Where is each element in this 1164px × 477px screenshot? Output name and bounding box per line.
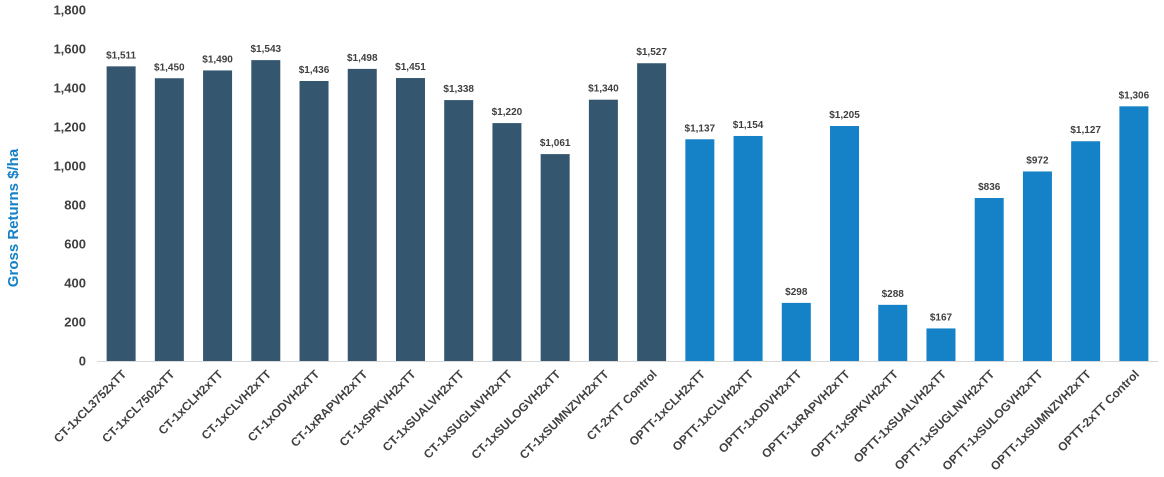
bar xyxy=(299,80,329,361)
y-tick-label: 1,800 xyxy=(53,3,86,18)
y-axis-ticks: 0 200 400 600 800 1,000 1,200 1,400 1,600 1,800 xyxy=(53,3,86,369)
data-label: $1,127 xyxy=(1070,125,1101,136)
data-label: $1,306 xyxy=(1119,90,1150,101)
bar xyxy=(637,63,667,362)
bar xyxy=(347,68,377,361)
y-tick-label: 1,600 xyxy=(53,42,86,57)
data-label: $1,436 xyxy=(299,65,330,76)
bar xyxy=(974,197,1004,361)
y-tick-label: 200 xyxy=(64,315,86,330)
bar xyxy=(395,78,425,362)
bar xyxy=(685,139,715,361)
y-tick-label: 1,200 xyxy=(53,120,86,135)
data-label: $1,527 xyxy=(636,47,667,58)
bar xyxy=(830,126,860,362)
y-tick-label: 1,000 xyxy=(53,159,86,174)
data-label: $1,338 xyxy=(443,84,474,95)
x-tick-label: OPTT-1xSUALVH2xTT xyxy=(851,367,950,466)
data-label: $836 xyxy=(978,182,1001,193)
x-axis-tick-labels: CT-1xCL3752xTTCT-1xCL7502xTTCT-1xCLH2xTT… xyxy=(51,367,1142,474)
x-tick-label: OPTT-1xCLVH2xTT xyxy=(670,367,757,454)
y-tick-label: 0 xyxy=(79,354,86,369)
x-tick-label: OPTT-1xRAPVH2xTT xyxy=(759,367,853,461)
data-label: $1,511 xyxy=(106,50,136,61)
data-label: $1,340 xyxy=(588,84,619,95)
x-tick-label: OPTT-1xSPKVH2xTT xyxy=(808,367,902,461)
x-tick-label: CT-1xSULOGVH2xTT xyxy=(469,367,564,462)
data-label: $288 xyxy=(882,289,905,300)
data-label: $1,451 xyxy=(395,62,426,73)
bar xyxy=(1071,141,1101,361)
bar xyxy=(588,99,618,361)
data-label: $1,137 xyxy=(685,123,716,134)
bar xyxy=(492,123,522,361)
bar xyxy=(154,78,184,361)
x-tick-label: CT-1xSUALVH2xTT xyxy=(380,367,468,455)
bar xyxy=(1119,106,1149,361)
bar xyxy=(926,328,956,361)
data-label: $167 xyxy=(930,312,953,323)
data-label: $298 xyxy=(785,287,808,298)
y-tick-label: 800 xyxy=(64,198,86,213)
y-tick-label: 600 xyxy=(64,237,86,252)
data-label: $1,498 xyxy=(347,53,378,64)
data-label: $1,450 xyxy=(154,62,185,73)
y-tick-label: 400 xyxy=(64,276,86,291)
bar xyxy=(251,60,281,362)
x-tick-label: CT-1xSUMNZVH2xTT xyxy=(517,367,612,462)
data-label: $972 xyxy=(1026,155,1049,166)
x-tick-label: OPTT-1xODVH2xTT xyxy=(716,367,805,456)
data-label: $1,490 xyxy=(202,54,233,65)
y-axis-label: Gross Returns $/ha xyxy=(5,148,22,287)
bar xyxy=(1022,171,1052,361)
x-tick-label: OPTT-2xTT Control xyxy=(1055,367,1142,454)
bar xyxy=(106,66,136,361)
bars-group xyxy=(106,60,1149,362)
bar xyxy=(540,154,570,361)
data-label: $1,061 xyxy=(540,138,571,149)
data-label: $1,220 xyxy=(492,107,523,118)
data-labels-group: $1,511 $1,450 $1,490 $1,543 $1,436 $1,498 $1,4… xyxy=(106,44,1150,323)
bar xyxy=(781,302,811,361)
data-label: $1,543 xyxy=(250,44,281,55)
bar xyxy=(444,100,474,361)
data-label: $1,205 xyxy=(829,110,860,121)
bar xyxy=(203,70,233,361)
bar xyxy=(733,135,763,361)
x-tick-label: CT-1xSUGLNVH2xTT xyxy=(421,367,516,462)
y-tick-label: 1,400 xyxy=(53,81,86,96)
data-label: $1,154 xyxy=(733,120,764,131)
bar xyxy=(878,304,908,361)
